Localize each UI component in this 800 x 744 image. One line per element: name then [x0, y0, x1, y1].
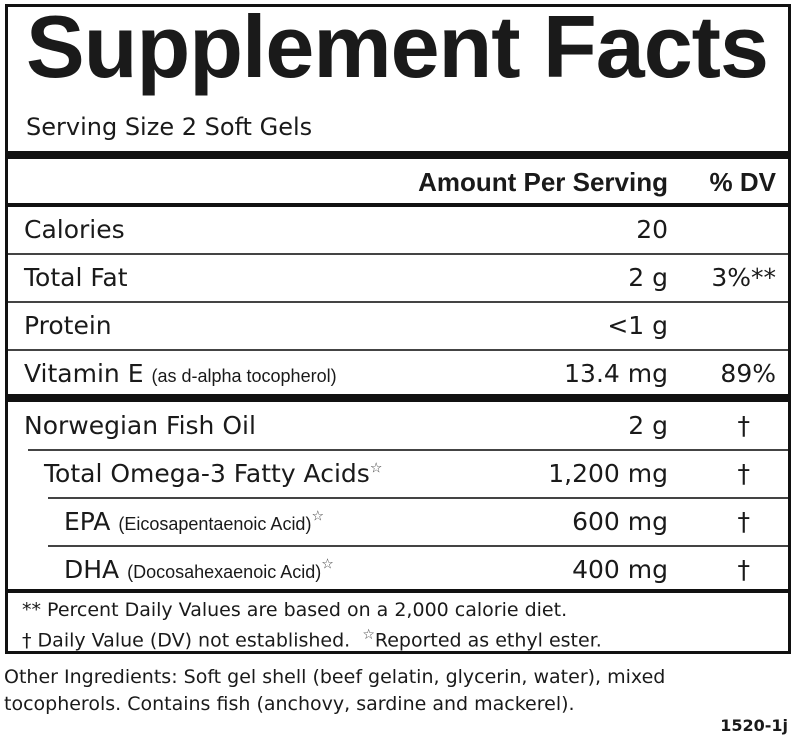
ingredient-name: Norwegian Fish Oil [24, 411, 256, 440]
nutrient-dv: 89% [720, 359, 776, 388]
product-code: 1520-1j [720, 716, 788, 735]
serving-size: Serving Size 2 Soft Gels [26, 113, 313, 141]
header-divider [8, 203, 788, 207]
row-divider [8, 253, 788, 255]
thick-divider [8, 151, 788, 159]
ingredient-dv: † [737, 459, 751, 488]
ingredient-amount: 1,200 mg [548, 459, 668, 488]
nutrient-row: Calories 20 [8, 207, 788, 255]
ingredient-label: DHA [64, 555, 120, 584]
footnote-dv-not-established: † Daily Value (DV) not established. ☆Rep… [22, 627, 602, 651]
row-divider [48, 545, 788, 547]
other-ingredients-line2: tocopherols. Contains fish (anchovy, sar… [4, 693, 575, 715]
ingredient-amount: 600 mg [572, 507, 668, 536]
nutrient-amount: 2 g [628, 263, 668, 292]
nutrient-label: Vitamin E [24, 359, 144, 388]
ingredient-row: Norwegian Fish Oil 2 g † [8, 403, 788, 451]
row-divider [28, 449, 788, 451]
ingredient-detail: (Docosahexaenoic Acid) [127, 562, 322, 582]
ingredient-amount: 400 mg [572, 555, 668, 584]
star-icon: ☆ [369, 460, 383, 477]
nutrient-detail: (as d-alpha tocopherol) [151, 366, 337, 386]
nutrient-amount: 20 [636, 215, 668, 244]
nutrient-dv: 3%** [711, 263, 776, 292]
nutrient-name: Calories [24, 215, 125, 244]
supplement-facts-panel: Supplement Facts Serving Size 2 Soft Gel… [5, 0, 791, 654]
ingredient-dv: † [737, 555, 751, 584]
ingredient-amount: 2 g [628, 411, 668, 440]
ingredient-dv: † [737, 411, 751, 440]
star-icon: ☆ [362, 627, 375, 643]
footnote-dv-basis: ** Percent Daily Values are based on a 2… [22, 599, 568, 621]
nutrient-row: Vitamin E (as d-alpha tocopherol) 13.4 m… [8, 351, 788, 399]
nutrient-name: Total Fat [24, 263, 128, 292]
nutrient-name: Vitamin E (as d-alpha tocopherol) [24, 359, 337, 388]
row-divider [8, 349, 788, 351]
star-icon: ☆ [321, 556, 334, 573]
ingredient-label: Total Omega-3 Fatty Acids [44, 459, 370, 488]
nutrient-amount: 13.4 mg [564, 359, 668, 388]
thick-divider [8, 394, 788, 402]
footnote-dagger-text: † Daily Value (DV) not established. [22, 629, 351, 652]
ingredient-dv: † [737, 507, 751, 536]
panel-title: Supplement Facts [26, 0, 769, 96]
other-ingredients-line1: Other Ingredients: Soft gel shell (beef … [4, 666, 666, 688]
star-icon: ☆ [311, 508, 325, 525]
ingredient-row: DHA (Docosahexaenoic Acid)☆ 400 mg † [8, 547, 788, 595]
row-divider [8, 301, 788, 303]
row-divider [48, 497, 788, 499]
nutrient-amount: <1 g [607, 311, 668, 340]
ingredient-label: EPA [64, 507, 111, 536]
ingredient-row: EPA (Eicosapentaenoic Acid)☆ 600 mg † [8, 499, 788, 547]
amount-header: Amount Per Serving [418, 167, 668, 197]
ingredient-name: EPA (Eicosapentaenoic Acid)☆ [64, 507, 324, 536]
nutrient-row: Protein <1 g [8, 303, 788, 351]
footnote-divider [8, 589, 788, 593]
footnote-ethyl-ester: Reported as ethyl ester. [374, 629, 602, 652]
ingredient-name: DHA (Docosahexaenoic Acid)☆ [64, 555, 334, 584]
ingredient-row: Total Omega-3 Fatty Acids☆ 1,200 mg † [8, 451, 788, 499]
ingredient-detail: (Eicosapentaenoic Acid) [118, 514, 312, 534]
nutrient-row: Total Fat 2 g 3%** [8, 255, 788, 303]
nutrient-name: Protein [24, 311, 112, 340]
ingredient-name: Total Omega-3 Fatty Acids☆ [44, 459, 382, 488]
dv-header: % DV [709, 167, 776, 197]
